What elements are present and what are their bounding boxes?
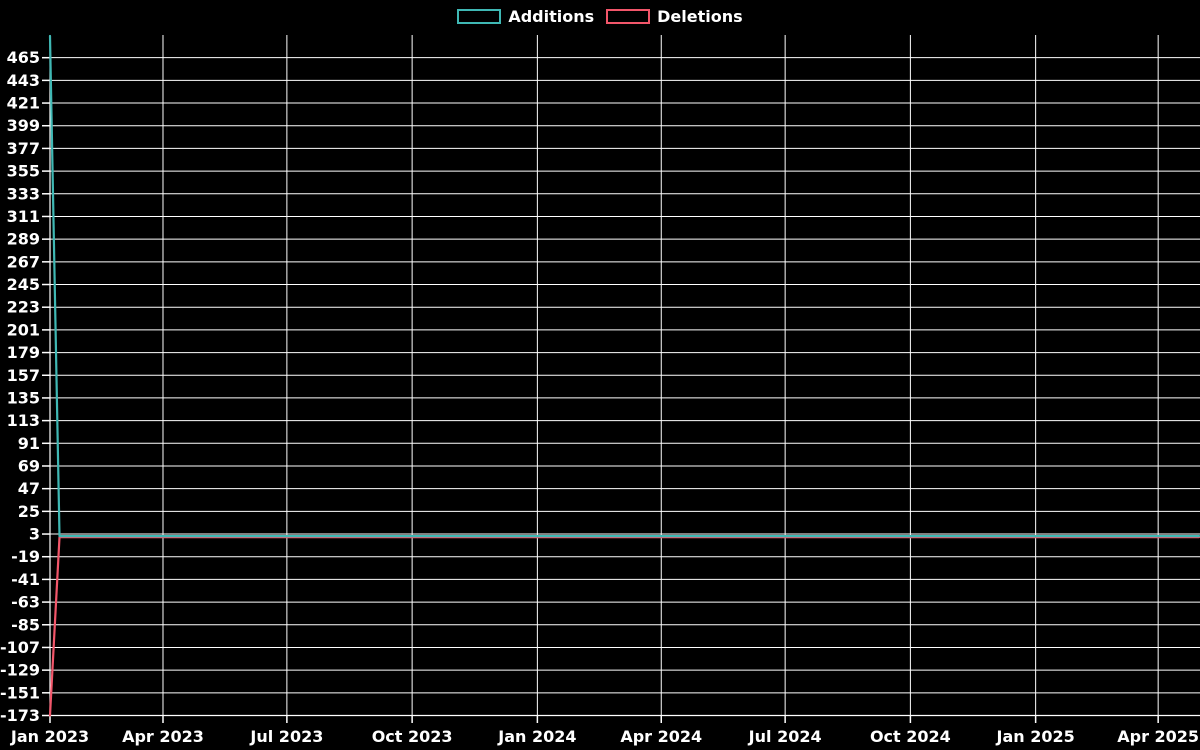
y-tick-label: -129 [0,661,40,680]
y-tick-label: 91 [18,434,40,453]
y-tick-label: 3 [29,525,40,544]
legend-item-deletions[interactable]: Deletions [606,8,743,25]
x-tick-label: Apr 2025 [1117,727,1199,746]
y-tick-label: 69 [18,456,40,475]
y-tick-label: -107 [0,638,40,657]
chart-legend: Additions Deletions [0,8,1200,25]
y-tick-label: 113 [7,411,40,430]
legend-label-additions: Additions [508,7,595,26]
y-tick-label: 421 [7,94,40,113]
y-tick-label: 245 [7,275,40,294]
y-tick-label: 25 [18,502,40,521]
y-tick-label: -41 [11,570,40,589]
x-tick-label: Oct 2024 [870,727,951,746]
series-lines [48,34,1200,717]
x-tick-label: Oct 2023 [372,727,453,746]
y-tick-label: -173 [0,706,40,725]
y-tick-label: 47 [18,479,40,498]
x-tick-label: Jan 2024 [497,727,576,746]
y-tick-label: 267 [7,252,40,271]
x-tick-label: Jan 2025 [996,727,1075,746]
series-line-deletions [48,535,1200,717]
x-tick-label: Apr 2023 [122,727,204,746]
y-tick-label: 399 [7,116,40,135]
y-tick-label: 223 [7,298,40,317]
y-tick-label: 201 [7,320,40,339]
axis-ticks [42,35,1200,723]
y-tick-label: 333 [7,184,40,203]
y-tick-label: 465 [7,48,40,67]
y-tick-label: 443 [7,71,40,90]
gridlines [49,35,1200,716]
additions-swatch-icon [457,9,502,24]
x-tick-label: Jul 2024 [748,727,822,746]
axis-labels: 465 443 421 399 377 355 333 311 289 267 245 223 201 1… [0,48,1199,746]
series-line-additions [48,34,1200,538]
y-tick-label: 135 [7,388,40,407]
x-tick-label: Jan 2023 [10,727,89,746]
y-tick-label: 311 [7,207,40,226]
deletions-swatch-icon [606,9,651,24]
legend-item-additions[interactable]: Additions [457,8,594,25]
y-tick-label: -19 [11,547,40,566]
y-tick-label: -151 [0,683,40,702]
x-tick-label: Jul 2023 [249,727,323,746]
y-tick-label: 179 [7,343,40,362]
y-tick-label: 355 [7,162,40,181]
y-tick-label: 289 [7,230,40,249]
legend-label-deletions: Deletions [657,7,743,26]
y-tick-label: -85 [11,615,40,634]
y-tick-label: 377 [7,139,40,158]
y-tick-label: -63 [11,593,40,612]
x-tick-label: Apr 2024 [620,727,702,746]
y-tick-label: 157 [7,366,40,385]
